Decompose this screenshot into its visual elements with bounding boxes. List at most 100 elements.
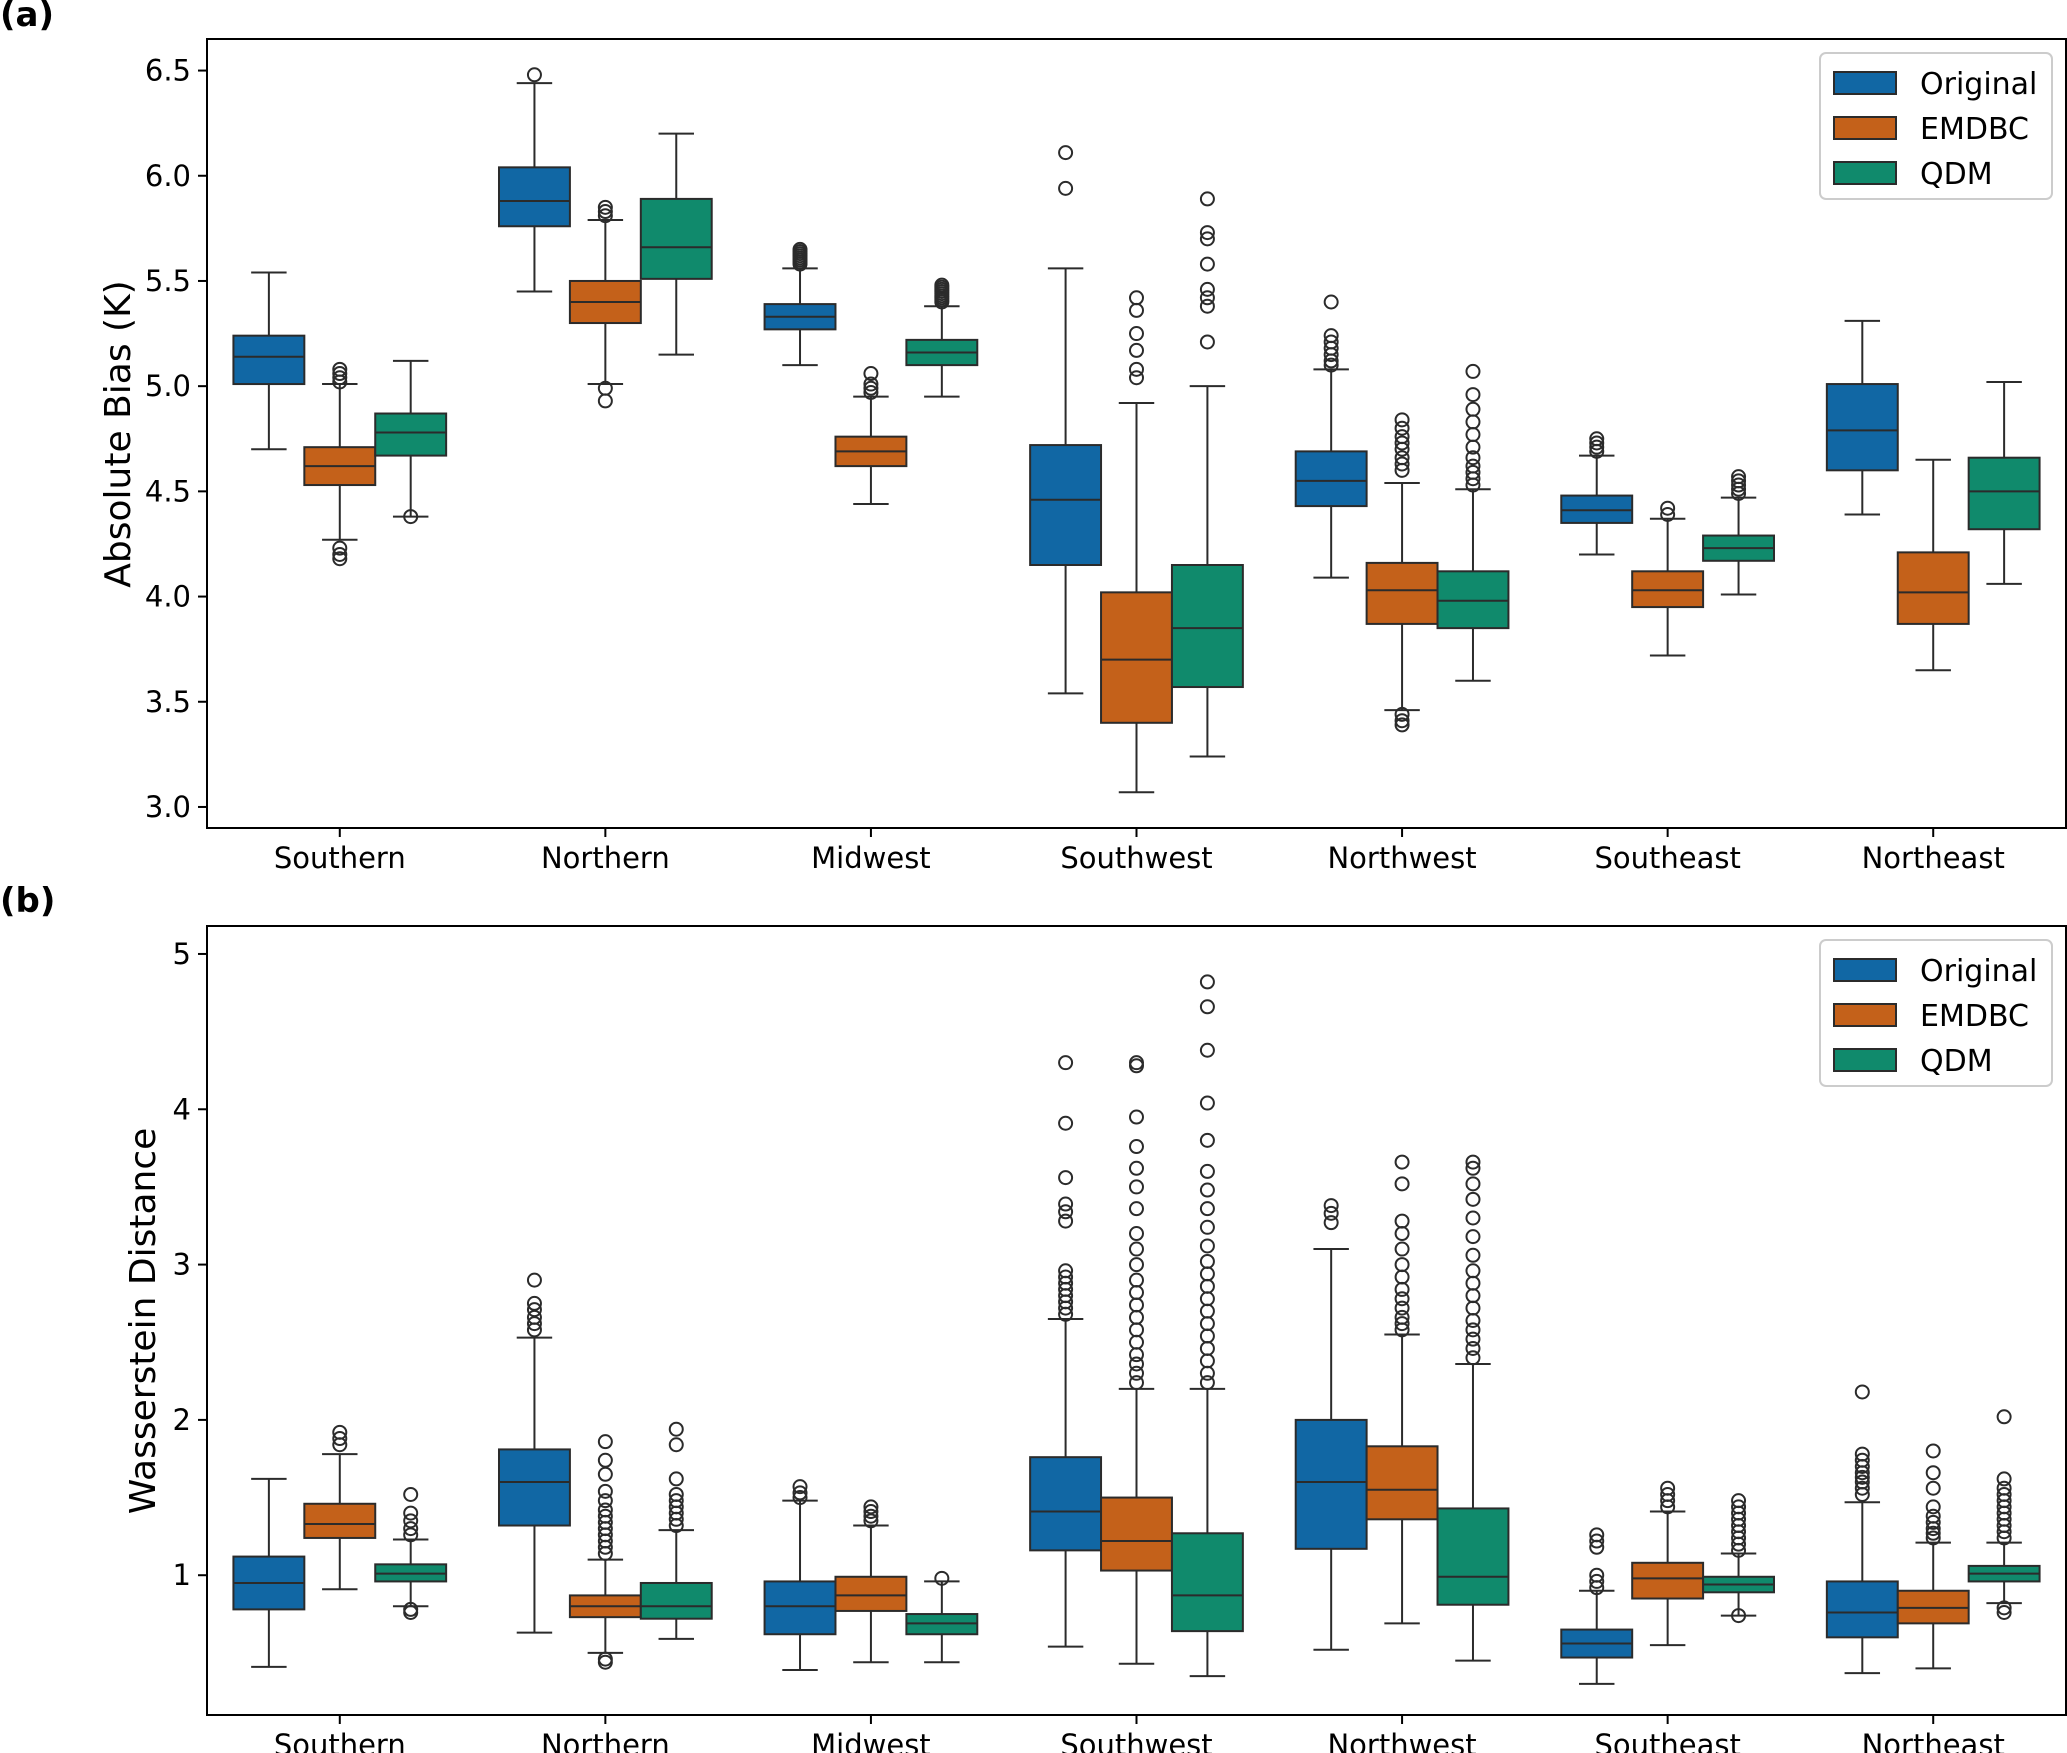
iqr-box [639, 197, 713, 280]
panel-b-box-emdbc-northeast [1896, 1443, 1970, 1670]
outlier-point [1199, 1353, 1215, 1369]
outlier-point [597, 1508, 613, 1524]
panel-a-x-tick-label-southern: Southern [274, 841, 406, 875]
outlier-point [1129, 1179, 1144, 1195]
outlier-point [1129, 1322, 1144, 1338]
outlier-point [1323, 1215, 1339, 1231]
outlier-point [1199, 1303, 1215, 1319]
outlier-point [1925, 1514, 1941, 1530]
outlier-point [1394, 450, 1410, 466]
iqr-box [1436, 1507, 1510, 1606]
outlier-point [1199, 191, 1215, 207]
outlier-point [1129, 1241, 1144, 1257]
outlier-point [1394, 1226, 1410, 1242]
outlier-point [1058, 180, 1074, 196]
outlier-point [597, 393, 613, 409]
outlier-point [1394, 429, 1410, 445]
outlier-point [1660, 500, 1676, 516]
outlier-point [1465, 464, 1481, 480]
iqr-box [1100, 1496, 1173, 1572]
outlier-point [1465, 1191, 1481, 1207]
outlier-point [1731, 473, 1747, 489]
outlier-point [1199, 1266, 1215, 1282]
legend-swatch-original [1833, 958, 1897, 982]
outlier-point [1465, 363, 1481, 379]
outlier-point [1854, 1474, 1870, 1490]
iqr-box [1436, 570, 1510, 630]
panel-a-box-qdm-northwest [1436, 363, 1510, 682]
outlier-point [792, 241, 808, 257]
panel-a-x-tick-label-northern: Northern [541, 841, 670, 875]
outlier-point [1323, 334, 1339, 350]
panel-b-legend: Original EMDBC QDM [1819, 939, 2053, 1087]
outlier-point [1925, 1443, 1941, 1459]
outlier-point [1394, 1176, 1410, 1192]
outlier-point [1129, 1285, 1144, 1301]
outlier-point [934, 277, 950, 293]
outlier-point [1394, 1269, 1410, 1285]
outlier-point [1199, 298, 1215, 314]
panel-a-x-tick-label-northeast: Northeast [1862, 841, 2005, 875]
outlier-point [1394, 412, 1410, 428]
outlier-point [1465, 1288, 1481, 1304]
outlier-point [1925, 1525, 1941, 1541]
panel-b-box-qdm-midwest [905, 1570, 979, 1664]
outlier-point [1394, 1257, 1410, 1273]
outlier-point [1129, 342, 1144, 358]
panel-b-box-qdm-southeast [1702, 1493, 1776, 1624]
outlier-point [1129, 302, 1144, 318]
iqr-box [1896, 551, 1970, 625]
iqr-box [1294, 450, 1368, 508]
panel-a-box-original-southwest [1029, 145, 1103, 695]
outlier-point [863, 380, 879, 396]
panel-a-box-original-northeast [1825, 319, 1899, 516]
outlier-point [1394, 1281, 1410, 1297]
legend-swatch-qdm [1833, 161, 1897, 185]
outlier-point [1129, 1297, 1144, 1313]
outlier-point [1465, 1229, 1481, 1245]
iqr-box [1029, 1456, 1103, 1552]
panel-b-box-qdm-southern [374, 1486, 448, 1620]
outlier-point [1199, 974, 1215, 990]
outlier-point [1129, 326, 1144, 342]
outlier-point [1129, 1347, 1144, 1363]
outlier-point [792, 1479, 808, 1495]
panel-b-box-original-southwest [1029, 1055, 1103, 1648]
outlier-point [597, 1483, 613, 1499]
outlier-point [1394, 420, 1410, 436]
panel-b-box-emdbc-southern [303, 1424, 377, 1591]
panel-b-box-qdm-northern [639, 1421, 713, 1640]
outlier-point [1129, 1109, 1144, 1125]
panel-a-box-emdbc-southwest [1100, 290, 1173, 794]
iqr-box [1294, 1418, 1368, 1550]
outlier-point [597, 1434, 613, 1450]
outlier-point [1199, 290, 1215, 306]
outlier-point [1660, 1480, 1676, 1496]
outlier-point [1465, 1176, 1481, 1192]
outlier-point [1394, 713, 1410, 729]
outlier-point [1199, 334, 1215, 350]
iqr-box [374, 412, 448, 457]
outlier-point [1199, 231, 1215, 247]
outlier-point [1199, 256, 1215, 272]
outlier-point [1129, 1160, 1144, 1176]
panel-b-plot-frame [206, 925, 2067, 1716]
panel-b-y-tick-label: 1 [173, 1558, 191, 1592]
outlier-point [1199, 1365, 1215, 1381]
outlier-point [1129, 1365, 1144, 1381]
outlier-point [332, 361, 348, 377]
outlier-point [332, 370, 348, 386]
outlier-point [1465, 387, 1481, 403]
legend-label-qdm: QDM [1920, 1044, 1993, 1079]
outlier-point [1129, 1257, 1144, 1273]
panel-a-box-qdm-northeast [1967, 380, 2041, 585]
panel-b-x-tick-label-southwest: Southwest [1060, 1728, 1212, 1753]
panel-a-y-tick-label: 4.5 [145, 474, 191, 508]
panel-b-box-original-southern [232, 1477, 306, 1668]
outlier-point [526, 1272, 542, 1288]
iqr-box [1365, 561, 1439, 625]
outlier-point [597, 204, 613, 220]
legend-label-emdbc: EMDBC [1920, 999, 2029, 1034]
panel-a-y-tick-label: 3.0 [145, 790, 191, 824]
iqr-box [1170, 564, 1244, 689]
